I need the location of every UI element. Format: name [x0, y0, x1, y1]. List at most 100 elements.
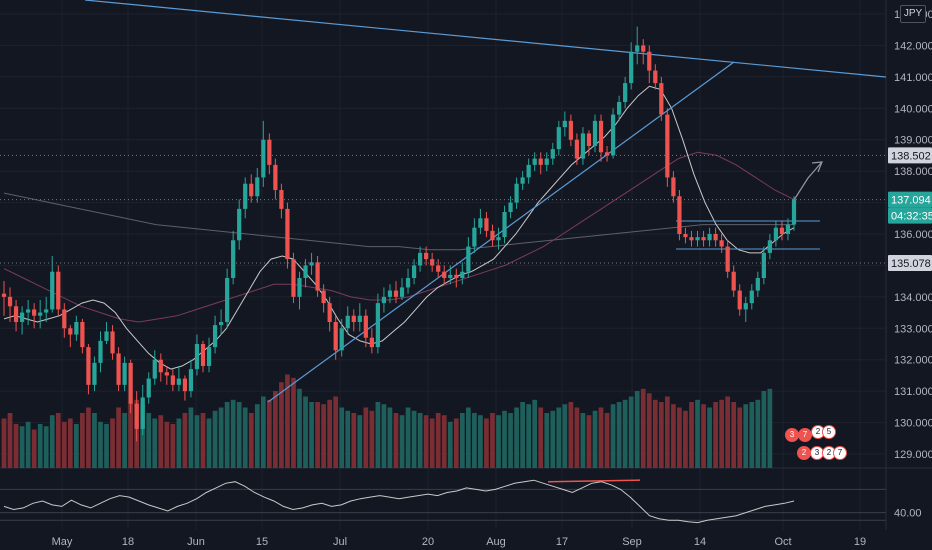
volume-bar [49, 415, 55, 468]
candle-body [568, 120, 573, 140]
volume-bar [254, 404, 260, 468]
candle-body [424, 252, 429, 260]
candle-body [484, 218, 489, 231]
candle-body [604, 152, 610, 156]
volume-bar [339, 407, 345, 468]
candle-body [448, 274, 453, 278]
candle-body [212, 325, 218, 348]
time-tick-label: 20 [422, 536, 434, 548]
volume-bar [86, 407, 91, 468]
candle-body [26, 309, 31, 313]
volume-bar [538, 407, 544, 468]
volume-bar [260, 396, 266, 468]
candle-body [677, 196, 682, 234]
projection-arrowhead [811, 161, 823, 173]
price-tag [888, 147, 932, 164]
price-axis[interactable]: 143.000142.000141.000140.000139.000138.0… [894, 9, 932, 520]
candle-body [623, 83, 628, 102]
event-badge[interactable]: 7 [833, 446, 847, 460]
trend-lines [84, 0, 887, 403]
candle-body [68, 328, 73, 335]
candle-body [182, 378, 188, 392]
volume-bar [490, 413, 495, 468]
volume-bar [55, 413, 61, 468]
candle-body [610, 114, 616, 156]
volume-bar [116, 407, 121, 468]
candle-body [225, 278, 230, 322]
volume-bar [13, 424, 19, 468]
candle-body [532, 158, 537, 165]
candle-body [80, 322, 85, 348]
volume-bar [381, 404, 387, 468]
volume-bar [478, 415, 483, 468]
price-tick-label: 132.000 [894, 355, 932, 367]
event-badge[interactable]: 3 [785, 428, 799, 442]
candle-body [502, 212, 507, 238]
event-badge[interactable]: 2 [797, 446, 811, 460]
candle-body [731, 271, 736, 291]
candle-body [74, 322, 79, 335]
candle-body [333, 322, 338, 351]
volume-bar [496, 415, 501, 468]
volume-bar [248, 413, 254, 468]
candle-body [653, 70, 658, 84]
volume-bar [472, 413, 477, 468]
candle-body [508, 202, 513, 212]
volume-bar [707, 407, 712, 468]
candle-body [430, 259, 435, 266]
candle-body [188, 369, 194, 392]
volume-bar [484, 418, 489, 468]
resistance-trendline [84, 0, 887, 78]
volume-bar [25, 421, 31, 468]
volume-bar [291, 377, 296, 468]
time-tick-label: Jul [333, 536, 347, 548]
volume-bar [242, 407, 248, 468]
candle-body [255, 177, 260, 197]
volume-bar [128, 402, 133, 468]
candle-body [617, 102, 622, 115]
volume-bar [393, 413, 399, 468]
volume-bar [592, 410, 598, 468]
volume-bar [67, 418, 73, 468]
volume-bar [266, 399, 272, 468]
time-axis[interactable]: May 18 Jun 15 Jul 20 Aug 17 Sep 14 Oct 19 [52, 536, 867, 548]
volume-bar [315, 402, 320, 468]
candle-body [490, 230, 495, 241]
candle-body [436, 265, 441, 272]
candle-body [556, 127, 561, 150]
volume-bar [110, 418, 115, 468]
volume-bar [333, 396, 339, 468]
candle-body [466, 246, 471, 272]
volume-bar [532, 399, 538, 468]
candle-body [586, 133, 592, 146]
time-tick-label: 19 [854, 536, 866, 548]
candle-body [779, 227, 785, 234]
volume-bar [749, 402, 755, 468]
candle-body [345, 315, 350, 329]
candle-body [635, 45, 640, 52]
volume-bar [200, 413, 206, 468]
volume-bar [92, 413, 97, 468]
candle-body [496, 237, 501, 241]
candle-body [460, 271, 465, 278]
candle-body [7, 296, 13, 307]
volume-bar [206, 418, 212, 468]
volume-bar [520, 402, 525, 468]
candle-body [128, 362, 133, 404]
candle-body [689, 237, 694, 241]
volume-bar [502, 410, 507, 468]
candle-body [737, 290, 742, 310]
volume-bar [423, 415, 429, 468]
event-badge[interactable]: 7 [798, 428, 812, 442]
candle-body [50, 271, 55, 310]
candle-body [405, 278, 411, 288]
candle-body [62, 309, 67, 329]
volume-bar [755, 399, 761, 468]
volume-bar [297, 388, 302, 468]
event-badge[interactable]: 5 [822, 425, 836, 439]
currency-button[interactable]: JPY [900, 5, 926, 23]
candle-body [104, 331, 109, 341]
volume-bar [652, 399, 658, 468]
candle-body [363, 315, 368, 338]
